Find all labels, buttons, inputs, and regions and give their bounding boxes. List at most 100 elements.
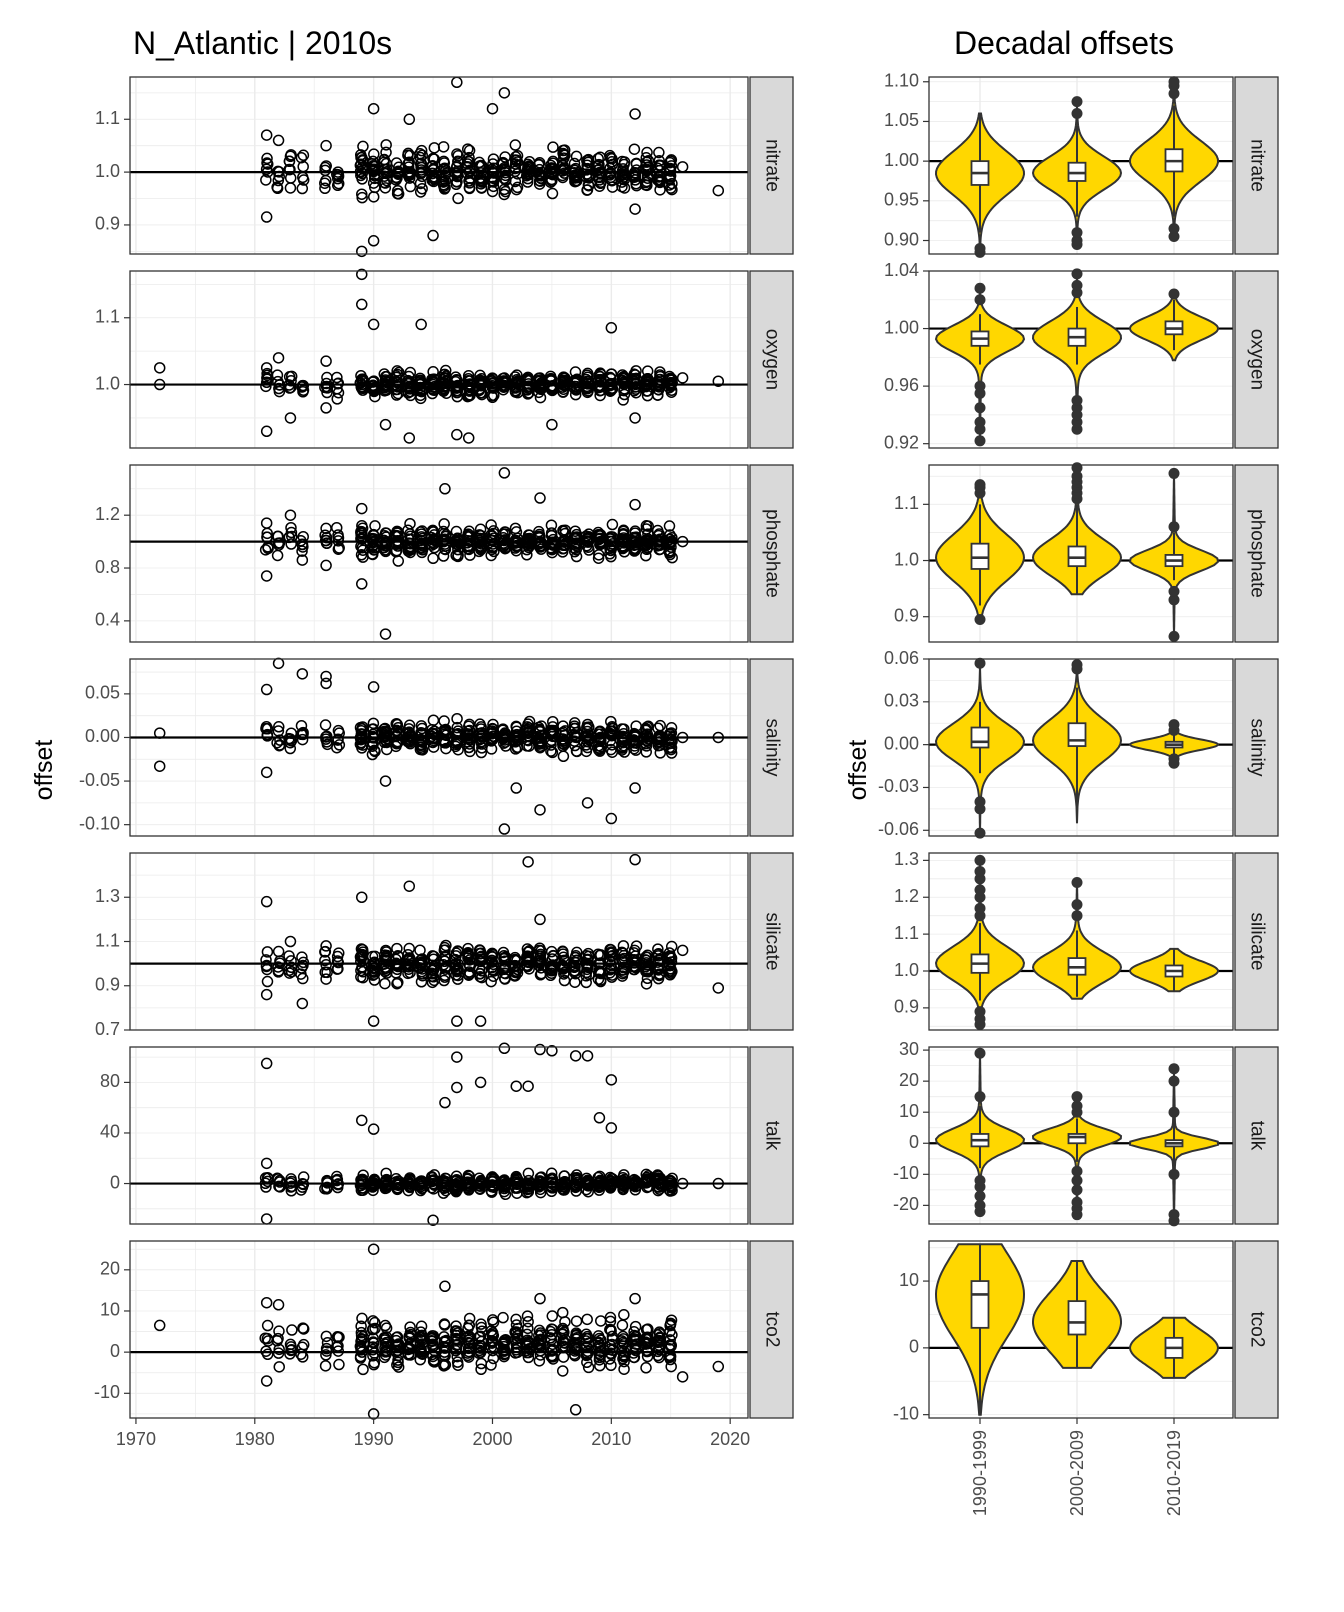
point-cloud [153,657,725,835]
violin-2010-2019 [1128,1316,1220,1379]
data-point [283,967,296,979]
scatter-panel-tco2: tco2 -10 0 10 20 [94,1240,794,1420]
data-point [285,1344,298,1356]
data-point [392,1354,404,1366]
data-point [390,171,403,184]
data-point [487,1352,500,1365]
outlier-point [974,884,986,896]
data-point [295,719,308,732]
data-point [297,541,309,553]
violin-panel-salinity: salinity -0.06 -0.03 0.00 0.03 0.06 [878,648,1279,839]
violin-2000-2009 [1031,268,1123,435]
data-point [319,164,331,177]
data-point [427,229,439,242]
data-point [261,975,274,988]
data-point [569,1337,582,1349]
data-point [153,362,166,374]
data-point [438,728,450,741]
data-point [664,548,676,561]
data-point [557,535,569,547]
data-point [450,535,462,548]
data-point [556,945,569,958]
data-point [486,1180,499,1193]
data-point [426,525,439,538]
data-point [296,668,309,680]
data-point [368,1356,381,1369]
outlier-point [974,282,986,294]
y-tick-label: 40 [100,1122,120,1142]
data-point [378,529,391,542]
y-tick-label: 0.00 [85,726,120,746]
data-point [356,173,368,185]
data-point [653,1339,665,1351]
data-point [260,959,273,972]
data-point [414,1330,427,1342]
data-point [485,975,497,988]
data-point [663,1349,676,1362]
data-point [641,731,653,743]
data-point [356,1343,368,1355]
data-point [439,1280,451,1293]
data-point [592,152,604,165]
data-point [640,957,652,969]
data-point [402,387,414,399]
data-point [451,176,463,188]
violin-2010-2019 [1128,1063,1220,1227]
data-point [629,782,641,794]
data-point [533,536,546,548]
data-point [367,160,379,172]
data-point [533,1181,545,1193]
data-point [379,381,391,394]
panel-border [928,464,1234,643]
outlier-point [974,1175,986,1187]
data-point [593,732,606,745]
panel-border [928,76,1234,255]
data-point [665,747,678,759]
data-point [582,1361,595,1374]
data-point [617,1336,630,1348]
data-point [416,743,428,755]
data-point [498,467,511,479]
data-point [547,141,559,153]
outlier-point [1168,521,1180,533]
data-point [451,712,463,725]
data-point [260,174,272,186]
data-point [570,150,583,163]
data-point [546,746,559,759]
data-point [297,160,309,173]
data-point [534,1292,546,1305]
data-point [666,183,678,196]
data-point [628,143,641,155]
data-point [451,962,464,975]
data-point [533,158,545,171]
data-point [522,856,534,868]
data-point [463,1319,475,1332]
outlier-point [974,435,986,447]
data-point [463,738,476,750]
data-point [320,402,332,414]
data-point [593,1184,605,1196]
data-point [641,543,653,556]
data-point [533,372,545,384]
data-point [451,1015,463,1027]
data-point [403,375,415,388]
data-point [652,389,664,401]
data-point [665,952,678,964]
y-tick-label: -20 [893,1194,919,1214]
y-tick-label: 20 [100,1259,120,1279]
data-point [461,143,474,155]
data-point [664,165,677,177]
data-point [664,529,676,541]
data-point [260,1157,273,1170]
data-point [260,683,273,696]
outlier-point [1071,899,1083,911]
data-point [666,551,678,564]
right-strip-talk [1234,1046,1279,1225]
data-point [319,946,331,958]
data-point [260,163,273,175]
outlier-point [1071,279,1083,291]
data-point [273,382,285,395]
data-point [392,1182,404,1194]
violin-panel-talk: talk -20 -10 0 10 20 30 [893,1039,1279,1227]
data-point [391,942,403,955]
